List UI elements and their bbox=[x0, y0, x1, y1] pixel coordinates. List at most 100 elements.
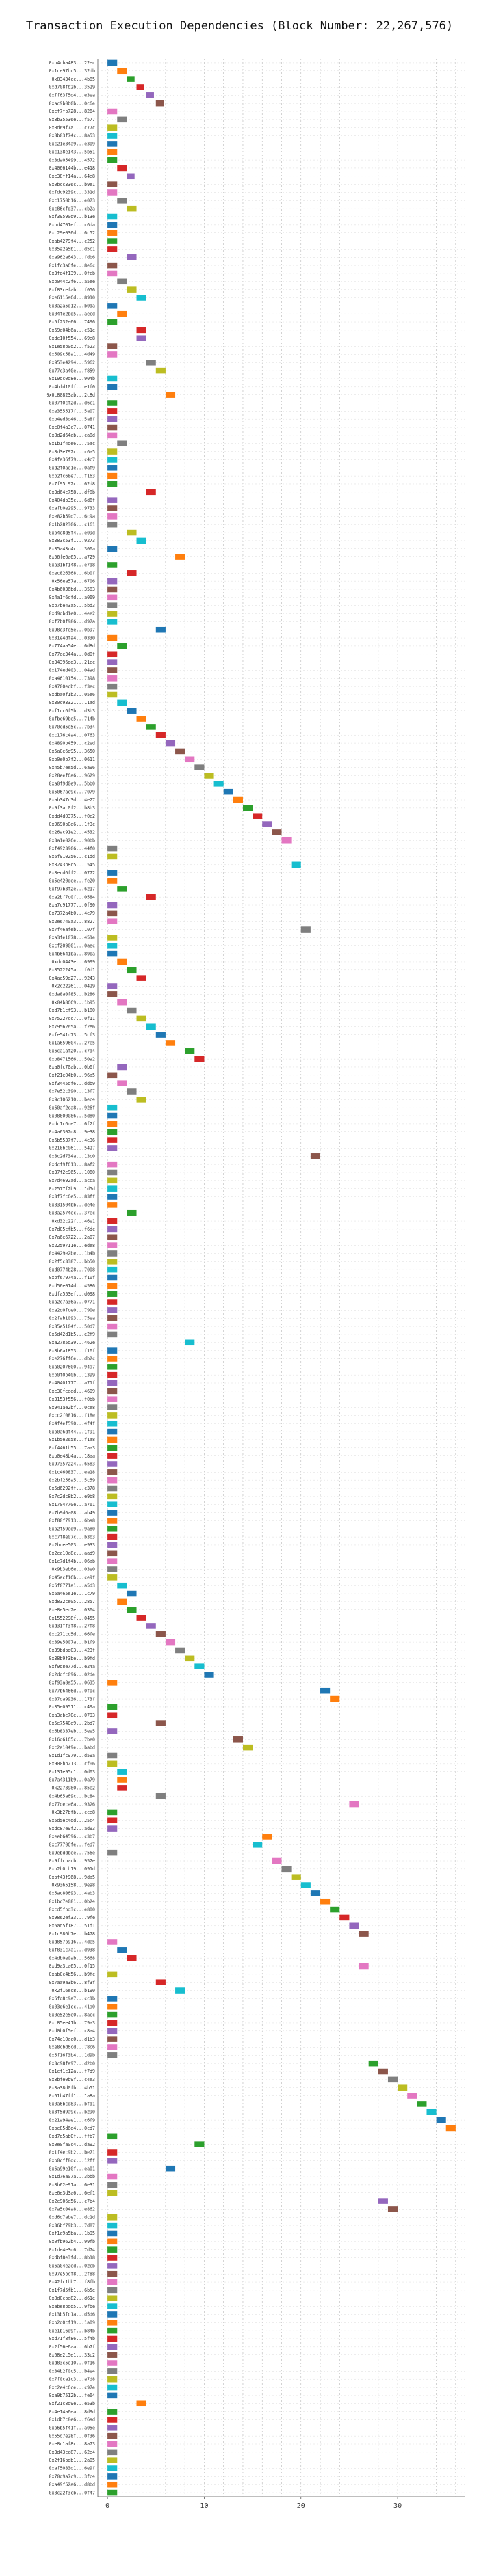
category-label: 0x31e4dfa4...0330 bbox=[49, 635, 96, 641]
category-label: 0xc271cc5d...66fe bbox=[49, 1631, 96, 1637]
category-label: 0x953e4294...5962 bbox=[49, 360, 96, 365]
category-label: 0xe355517f...5a07 bbox=[49, 409, 96, 414]
category-label: 0x4bfd10ff...e1f0 bbox=[49, 384, 96, 390]
bar bbox=[242, 805, 253, 811]
bar bbox=[127, 967, 137, 974]
category-label: 0xcc2f0816...f18e bbox=[49, 1413, 96, 1419]
x-tick-label: 30 bbox=[393, 2502, 402, 2510]
bar bbox=[107, 238, 118, 244]
bar bbox=[127, 570, 137, 576]
category-label: 0x6a99e10f...ea01 bbox=[49, 2166, 96, 2171]
category-label: 0x6b5537f7...4e36 bbox=[49, 1138, 96, 1143]
category-label: 0x40401777...a71f bbox=[49, 1380, 96, 1386]
bar bbox=[127, 529, 137, 536]
bar bbox=[107, 59, 118, 66]
category-label: 0xd32c22f...46e1 bbox=[51, 1218, 95, 1224]
bar bbox=[194, 1056, 205, 1062]
category-label: 0x900bb213...cf06 bbox=[49, 1761, 96, 1767]
bar bbox=[233, 796, 243, 803]
bar bbox=[127, 1955, 137, 1961]
bar bbox=[107, 918, 118, 924]
bar bbox=[107, 2449, 118, 2456]
category-label: 0x77c3a40e...f859 bbox=[49, 368, 96, 373]
category-label: 0x3f7fc6e5...83ff bbox=[49, 1194, 96, 1200]
category-label: 0xf831c7a1...d938 bbox=[49, 1948, 96, 1953]
category-label: 0x04b8669...1b95 bbox=[51, 999, 95, 1005]
bar bbox=[107, 408, 118, 414]
bar bbox=[107, 1145, 118, 1151]
bar bbox=[107, 213, 118, 220]
category-label: 0xb4dba483...22ec bbox=[49, 60, 96, 66]
bar bbox=[107, 1420, 118, 1427]
bar bbox=[107, 2327, 118, 2334]
category-label: 0x3a2a5d12...b0da bbox=[49, 304, 96, 309]
bar bbox=[107, 1558, 118, 1564]
bar bbox=[107, 2465, 118, 2471]
bar bbox=[107, 1469, 118, 1475]
bar bbox=[107, 902, 118, 909]
bar bbox=[107, 1501, 118, 1507]
bar bbox=[107, 1347, 118, 1354]
bar bbox=[107, 1112, 118, 1119]
category-label: 0xb7be43a5...5bd3 bbox=[49, 603, 96, 608]
bar bbox=[136, 716, 146, 722]
category-label: 0x4890b459...c2ed bbox=[49, 740, 96, 746]
category-label: 0x9ffcbacb...952e bbox=[49, 1858, 96, 1864]
bar bbox=[127, 205, 137, 212]
bar bbox=[185, 1655, 195, 1662]
category-label: 0x3d43cc87...62e4 bbox=[49, 2450, 96, 2455]
bar bbox=[107, 2263, 118, 2269]
bar bbox=[387, 2076, 398, 2083]
bar bbox=[107, 1533, 118, 1540]
bar bbox=[359, 1963, 369, 1970]
category-label: 0x3c98fa97...d2b0 bbox=[49, 2061, 96, 2066]
bar bbox=[107, 270, 118, 277]
category-label: 0xf7b0f986...d97a bbox=[49, 619, 96, 625]
bar bbox=[146, 894, 156, 900]
category-label: 0xf9d8e77d...e24a bbox=[49, 1664, 96, 1669]
bar bbox=[117, 958, 127, 965]
bar bbox=[436, 2117, 446, 2123]
category-label: 0x6ca1af20...c7d4 bbox=[49, 1048, 96, 1054]
bar bbox=[107, 157, 118, 163]
bar bbox=[155, 1979, 166, 1985]
category-label: 0x8b03f74c...8a53 bbox=[49, 133, 96, 139]
bar bbox=[272, 1857, 282, 1864]
category-label: 0xff63f5d4...e3ea bbox=[49, 93, 96, 98]
category-label: 0x7b9d6a08...ab49 bbox=[49, 1510, 96, 1516]
category-label: 0x35a43c4c...306a bbox=[49, 546, 96, 552]
bar bbox=[107, 1291, 118, 1297]
category-label: 0xbf43f968...9da5 bbox=[49, 1875, 96, 1880]
bar bbox=[107, 1194, 118, 1200]
bar bbox=[117, 278, 127, 285]
bar bbox=[349, 1801, 359, 1808]
bar bbox=[165, 392, 176, 398]
category-label: 0x2bdee503...e933 bbox=[49, 1542, 96, 1548]
category-label: 0xdc1c6de7...6f2f bbox=[49, 1121, 96, 1127]
bar bbox=[107, 2255, 118, 2261]
category-label: 0xd0b0f5ef...c8a4 bbox=[49, 2028, 96, 2034]
category-label: 0xaf5083d1...6e9f bbox=[49, 2466, 96, 2471]
category-label: 0x30c93321...11ad bbox=[49, 700, 96, 706]
bar bbox=[107, 853, 118, 860]
category-label: 0xa0fc70ab...0b6f bbox=[49, 1064, 96, 1070]
category-label: 0x34396dd3...21cc bbox=[49, 660, 96, 665]
bar bbox=[107, 2214, 118, 2221]
category-label: 0xb0e0b7f2...0611 bbox=[49, 757, 96, 762]
bar bbox=[445, 2125, 456, 2132]
category-label: 0xb0cff8dc...12ff bbox=[49, 2158, 96, 2164]
category-label: 0x0e0fa0c4...da92 bbox=[49, 2142, 96, 2147]
bar bbox=[107, 586, 118, 593]
bar bbox=[262, 821, 272, 827]
bar bbox=[107, 950, 118, 957]
category-label: 0x1e58b0d2...f523 bbox=[49, 344, 96, 349]
category-label: 0x0bcc336c...b9e1 bbox=[49, 182, 96, 187]
bar bbox=[107, 400, 118, 406]
bar bbox=[107, 472, 118, 479]
bar bbox=[107, 1274, 118, 1281]
category-label: 0x45b7ee5d...6a96 bbox=[49, 765, 96, 770]
bar bbox=[107, 2149, 118, 2156]
bar bbox=[107, 1996, 118, 2002]
category-label: 0x7956265a...f2e6 bbox=[49, 1024, 96, 1030]
category-label: 0x35a2a5b1...d5c1 bbox=[49, 247, 96, 252]
